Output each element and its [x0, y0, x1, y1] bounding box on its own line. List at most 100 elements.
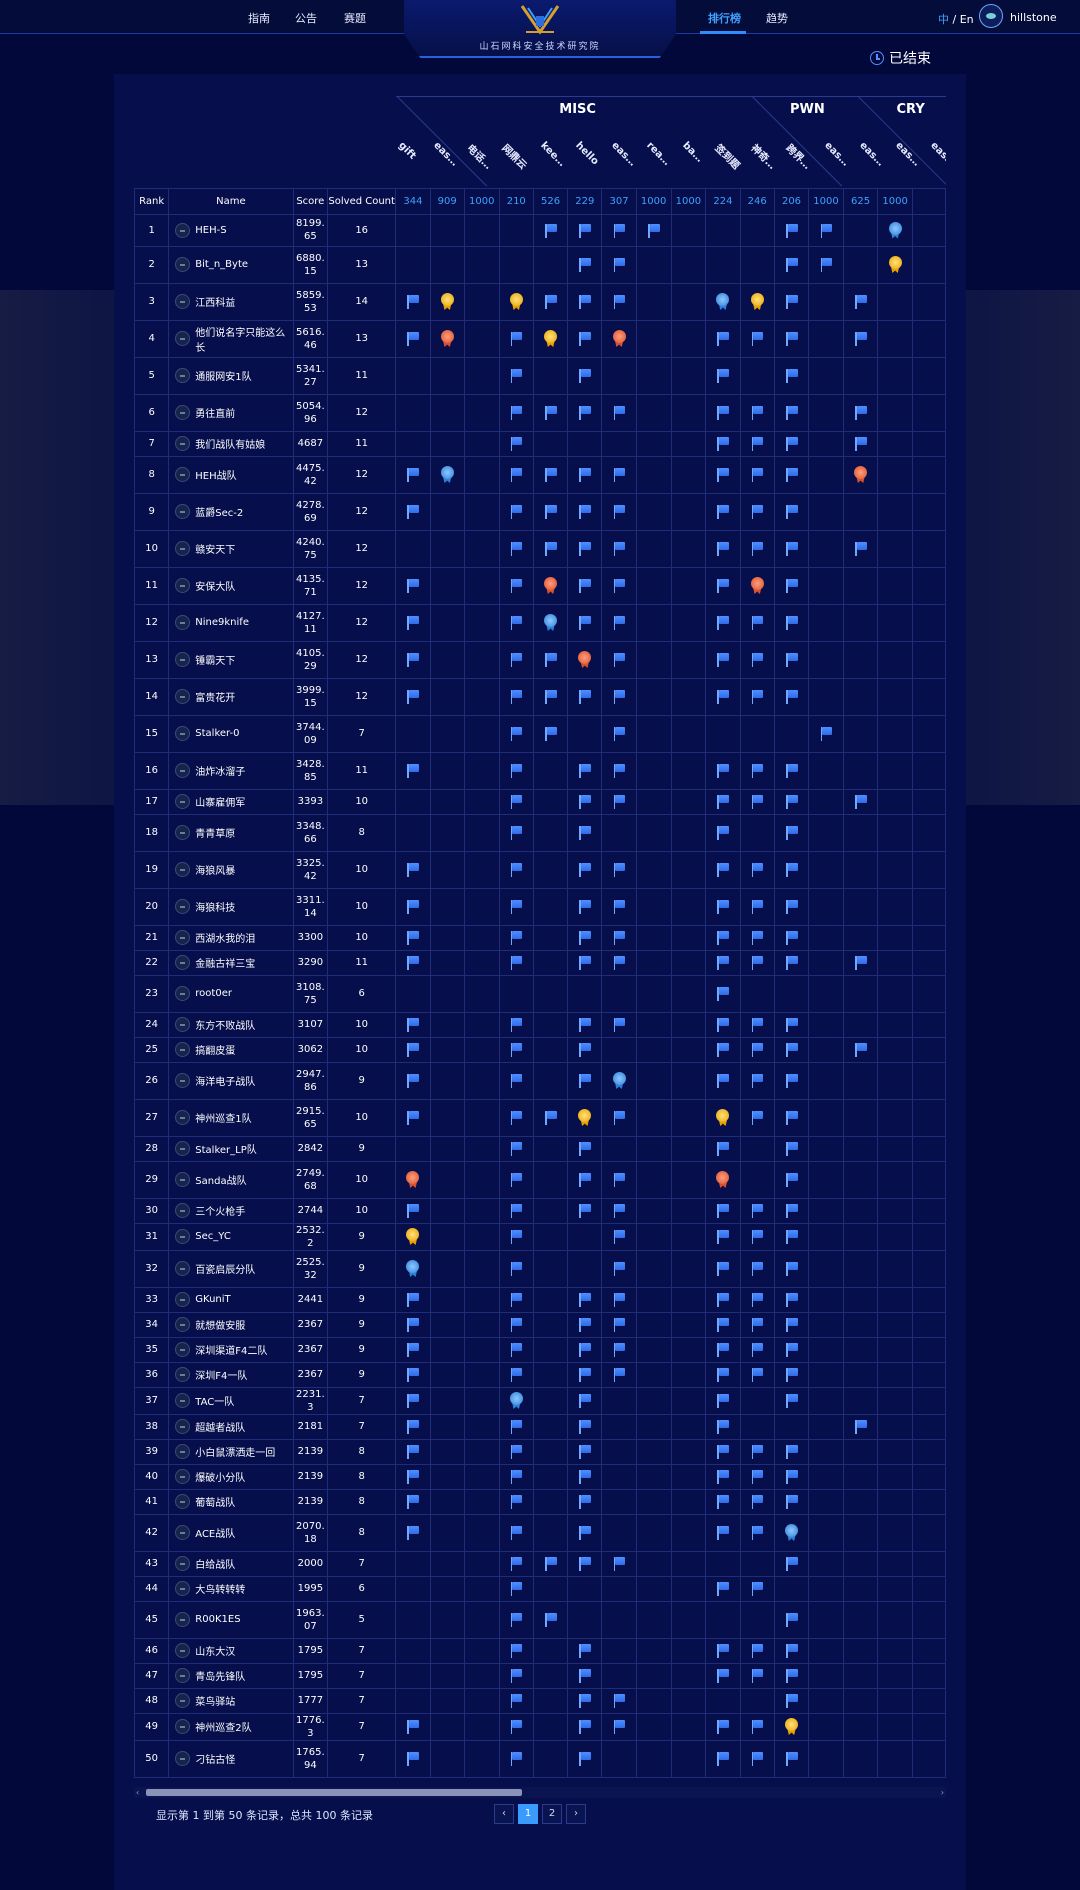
table-row[interactable]: 5 通服网安1队 5341.27 11: [134, 356, 946, 395]
table-row[interactable]: 32 百瓷启辰分队 2525.32 9: [134, 1249, 946, 1288]
name-cell[interactable]: 小白鼠漂洒走一回: [168, 1438, 294, 1465]
team-name-wrap[interactable]: 神州巡查2队: [170, 1719, 292, 1734]
table-row[interactable]: 21 西湖水我的泪 3300 10: [134, 924, 946, 951]
col-name[interactable]: Name: [168, 187, 294, 215]
team-name-wrap[interactable]: 白给战队: [170, 1556, 292, 1571]
table-row[interactable]: 6 勇往直前 5054.96 12: [134, 393, 946, 432]
name-cell[interactable]: 油炸冰溜子: [168, 751, 294, 790]
team-name[interactable]: 超越者战队: [195, 1423, 246, 1434]
team-name[interactable]: 海狼风暴: [195, 866, 236, 877]
team-name[interactable]: HEH-S: [195, 224, 227, 236]
table-row[interactable]: 9 蓝爵Sec-2 4278.69 12: [134, 492, 946, 531]
table-row[interactable]: 22 金融古祥三宝 3290 11: [134, 949, 946, 976]
team-name[interactable]: 海狼科技: [195, 903, 236, 914]
team-name[interactable]: 油炸冰溜子: [195, 767, 246, 778]
table-row[interactable]: 16 油炸冰溜子 3428.85 11: [134, 751, 946, 790]
team-name[interactable]: 神州巡查2队: [195, 1723, 252, 1734]
table-row[interactable]: 48 菜鸟驿站 1777 7: [134, 1687, 946, 1714]
team-name[interactable]: 安保大队: [195, 582, 236, 593]
logo-icon[interactable]: [516, 2, 564, 38]
team-name-wrap[interactable]: 搞翻皮蛋: [170, 1042, 292, 1057]
team-name[interactable]: Nine9knife: [195, 617, 249, 628]
team-name-wrap[interactable]: GKuniT: [170, 1292, 292, 1307]
table-row[interactable]: 36 深圳F4一队 2367 9: [134, 1361, 946, 1388]
team-name[interactable]: 青岛先锋队: [195, 1672, 246, 1683]
team-name[interactable]: 我们战队有姑娘: [195, 440, 266, 451]
team-name[interactable]: 三个火枪手: [195, 1207, 246, 1218]
team-name-wrap[interactable]: 就想做安服: [170, 1317, 292, 1332]
table-row[interactable]: 17 山寨雇佣军 3393 10: [134, 788, 946, 815]
table-row[interactable]: 7 我们战队有姑娘 4687 11: [134, 430, 946, 457]
table-row[interactable]: 19 海狼风暴 3325.42 10: [134, 850, 946, 889]
team-name-wrap[interactable]: 葡萄战队: [170, 1494, 292, 1509]
team-name-wrap[interactable]: 三个火枪手: [170, 1203, 292, 1218]
table-row[interactable]: 38 超越者战队 2181 7: [134, 1413, 946, 1440]
name-cell[interactable]: ACE战队: [168, 1513, 294, 1552]
team-name[interactable]: 小白鼠漂洒走一回: [195, 1448, 276, 1459]
table-row[interactable]: 46 山东大汉 1795 7: [134, 1637, 946, 1664]
team-name[interactable]: 大鸟转转转: [195, 1585, 246, 1596]
team-name-wrap[interactable]: 西湖水我的泪: [170, 930, 292, 945]
team-name[interactable]: 山东大汉: [195, 1647, 236, 1658]
name-cell[interactable]: 青岛先锋队: [168, 1662, 294, 1689]
name-cell[interactable]: 菜鸟驿站: [168, 1687, 294, 1714]
name-cell[interactable]: 就想做安服: [168, 1311, 294, 1338]
team-name[interactable]: 白给战队: [195, 1560, 236, 1571]
name-cell[interactable]: 神州巡查1队: [168, 1098, 294, 1137]
name-cell[interactable]: Stalker-0: [168, 714, 294, 753]
team-name[interactable]: 赣安天下: [195, 545, 236, 556]
team-name-wrap[interactable]: Sec_YC: [170, 1229, 292, 1244]
name-cell[interactable]: 神州巡查2队: [168, 1712, 294, 1741]
team-name-wrap[interactable]: 他们说名字只能这么长: [170, 324, 292, 354]
table-row[interactable]: 47 青岛先锋队 1795 7: [134, 1662, 946, 1689]
name-cell[interactable]: 金融古祥三宝: [168, 949, 294, 976]
name-cell[interactable]: 爆破小分队: [168, 1463, 294, 1490]
name-cell[interactable]: 深圳渠道F4二队: [168, 1336, 294, 1363]
table-row[interactable]: 24 东方不败战队 3107 10: [134, 1011, 946, 1038]
name-cell[interactable]: 通服网安1队: [168, 356, 294, 395]
team-name-wrap[interactable]: 山东大汉: [170, 1643, 292, 1658]
team-name-wrap[interactable]: TAC一队: [170, 1393, 292, 1408]
table-row[interactable]: 31 Sec_YC 2532.2 9: [134, 1222, 946, 1251]
name-cell[interactable]: 三个火枪手: [168, 1197, 294, 1224]
team-name[interactable]: root0er: [195, 988, 232, 999]
team-name-wrap[interactable]: 东方不败战队: [170, 1017, 292, 1032]
name-cell[interactable]: 山东大汉: [168, 1637, 294, 1664]
team-name[interactable]: Stalker-0: [195, 728, 240, 739]
table-row[interactable]: 42 ACE战队 2070.18 8: [134, 1513, 946, 1552]
table-row[interactable]: 50 刁钻古怪 1765.94 7: [134, 1739, 946, 1778]
table-row[interactable]: 10 赣安天下 4240.75 12: [134, 529, 946, 568]
table-row[interactable]: 45 R00K1ES 1963.07 5: [134, 1600, 946, 1639]
team-name-wrap[interactable]: 小白鼠漂洒走一回: [170, 1444, 292, 1459]
table-row[interactable]: 13 锤霸天下 4105.29 12: [134, 640, 946, 679]
name-cell[interactable]: 葡萄战队: [168, 1488, 294, 1515]
team-name-wrap[interactable]: 海狼风暴: [170, 862, 292, 877]
team-name-wrap[interactable]: 油炸冰溜子: [170, 763, 292, 778]
team-name[interactable]: ACE战队: [195, 1529, 236, 1540]
nav-trends[interactable]: 趋势: [766, 12, 788, 25]
team-name-wrap[interactable]: 富贵花开: [170, 689, 292, 704]
team-name-wrap[interactable]: 勇往直前: [170, 405, 292, 420]
team-name-wrap[interactable]: HEH-S: [170, 222, 292, 238]
table-row[interactable]: 1 HEH-S 8199.65 16: [134, 213, 946, 247]
col-solved[interactable]: Solved Count: [327, 187, 397, 215]
team-name[interactable]: 刁钻古怪: [195, 1755, 236, 1766]
table-row[interactable]: 15 Stalker-0 3744.09 7: [134, 714, 946, 753]
team-name[interactable]: 锤霸天下: [195, 656, 236, 667]
team-name-wrap[interactable]: ACE战队: [170, 1525, 292, 1540]
table-row[interactable]: 14 富贵花开 3999.15 12: [134, 677, 946, 716]
horizontal-scrollbar[interactable]: ‹ ›: [134, 1787, 946, 1798]
team-name-wrap[interactable]: 神州巡查1队: [170, 1110, 292, 1125]
team-name[interactable]: 深圳渠道F4二队: [195, 1346, 268, 1357]
username[interactable]: hillstone: [1010, 11, 1057, 24]
table-row[interactable]: 30 三个火枪手 2744 10: [134, 1197, 946, 1224]
page-2-button[interactable]: 2: [542, 1804, 562, 1824]
table-row[interactable]: 28 Stalker_LP队 2842 9: [134, 1135, 946, 1162]
team-name-wrap[interactable]: 安保大队: [170, 578, 292, 593]
team-name-wrap[interactable]: 青青草原: [170, 825, 292, 840]
team-name[interactable]: 西湖水我的泪: [195, 934, 256, 945]
table-row[interactable]: 41 葡萄战队 2139 8: [134, 1488, 946, 1515]
prev-page-button[interactable]: ‹: [494, 1804, 514, 1824]
table-row[interactable]: 11 安保大队 4135.71 12: [134, 566, 946, 605]
lang-en[interactable]: En: [959, 13, 974, 26]
